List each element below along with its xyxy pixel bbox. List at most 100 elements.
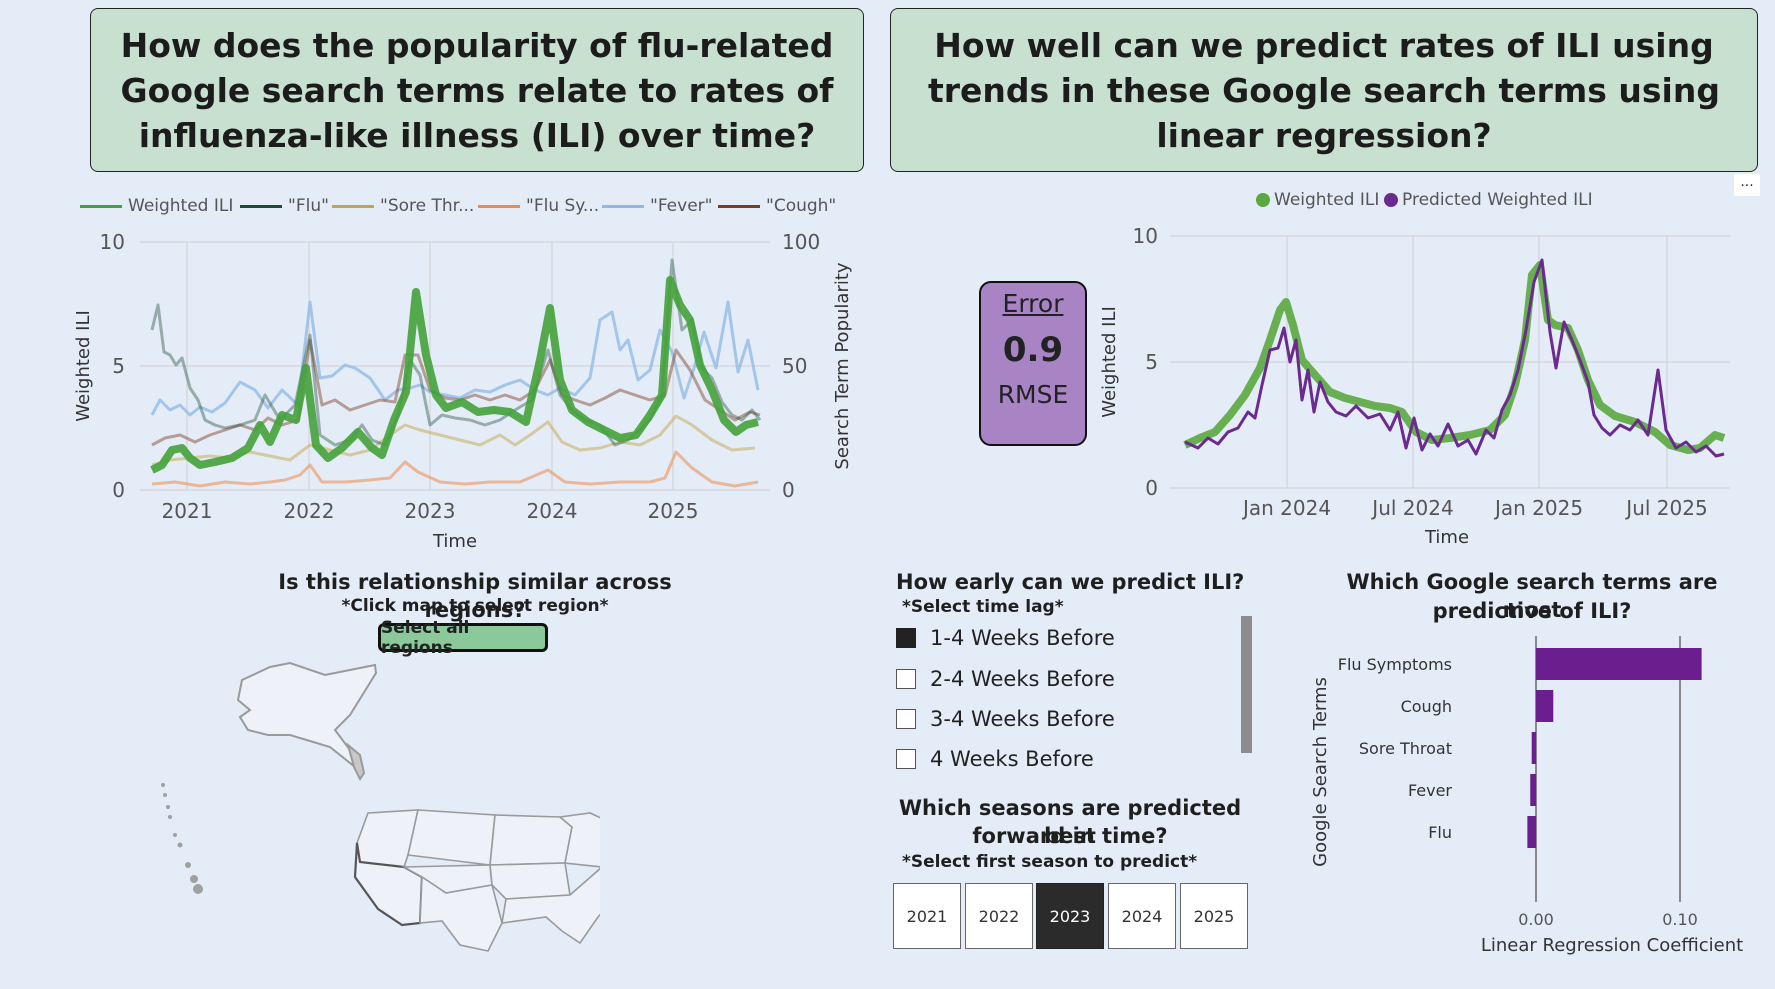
y-tick: 5 [1145,350,1158,374]
x-tick: Jul 2025 [1624,496,1707,520]
pred-ylabel: Weighted ILI [1099,306,1120,418]
season-title-line1: Which seasons are predicted best [898,796,1242,848]
right-tick: 50 [782,354,807,378]
more-options-icon[interactable]: ... [1734,174,1760,196]
x-tick: Jul 2024 [1370,496,1453,520]
checkbox-checked-icon[interactable] [896,628,916,648]
x-tick: 2023 [405,499,456,523]
legend-label: "Sore Thr... [380,196,475,216]
pred-legend-predicted[interactable]: Predicted Weighted ILI [1384,190,1593,210]
legend-line-icon [602,204,644,208]
error-card: Error 0.9 RMSE [979,281,1087,446]
region-title: Is this relationship similar across regi… [278,570,672,622]
region-midwest[interactable] [489,862,571,900]
region-west-north[interactable] [407,809,496,866]
series-sore-throat [151,414,756,467]
coefficient-chart[interactable]: 0.00 0.10 Linear Regression Coefficient … [1300,630,1775,960]
season-button-2025[interactable]: 2025 [1180,883,1248,949]
select-all-regions-button[interactable]: Select all regions [378,618,548,658]
coef-xlabel: Linear Regression Coefficient [1481,935,1743,956]
lag-option-2-4[interactable]: 2-4 Weeks Before [896,667,1115,691]
lag-option-label: 4 Weeks Before [930,747,1094,771]
season-instruction: *Select first season to predict* [902,852,1198,872]
checkbox-icon[interactable] [896,709,916,729]
coef-ylabel: Google Search Terms [1310,677,1331,867]
y-tick: 0 [1145,476,1158,500]
coef-bars: Flu Symptoms Cough Sore Throat Fever Flu [1338,648,1702,848]
error-unit: RMSE [997,380,1069,409]
lag-option-label: 3-4 Weeks Before [930,707,1115,731]
coef-bar-flu[interactable] [1527,816,1536,848]
legend-label: "Cough" [766,196,837,216]
error-value: 0.9 [1002,330,1064,370]
lag-scrollbar[interactable] [1241,616,1252,753]
left-tick: 10 [100,230,125,254]
x-tick: 2021 [162,499,213,523]
pred-xlabel: Time [1424,527,1469,548]
pred-legend-actual[interactable]: Weighted ILI [1256,190,1379,210]
lag-option-4[interactable]: 4 Weeks Before [896,747,1094,771]
series-actual [1183,261,1726,454]
season-title-line2: forward in time? [972,824,1168,848]
right-tick: 0 [782,478,795,502]
lag-instruction: *Select time lag* [902,597,1064,617]
legend-label: "Fever" [650,196,713,216]
legend-flu-symptoms[interactable]: "Flu Sy... [478,196,599,216]
coef-bar-flu-symptoms[interactable] [1536,648,1702,680]
legend-label: "Flu Sy... [526,196,600,216]
coef-category-label: Flu Symptoms [1338,655,1452,674]
prediction-chart[interactable]: 10 5 0 Jan 2024 Jul 2024 Jan 2025 Jul 20… [1090,220,1775,550]
error-title: Error [1002,289,1064,318]
coef-bar-fever[interactable] [1530,774,1536,806]
x-tick: Jan 2025 [1493,496,1583,520]
legend-cough[interactable]: "Cough" [718,196,836,216]
coef-category-label: Sore Throat [1359,739,1452,758]
alaska-panhandle [346,742,366,781]
x-tick: Jan 2024 [1241,496,1331,520]
coef-category-label: Fever [1408,781,1452,800]
legend-fever[interactable]: "Fever" [602,196,712,216]
season-button-2022[interactable]: 2022 [965,883,1033,949]
series-flu-symptoms [151,450,759,488]
coef-bar-cough[interactable] [1536,690,1554,722]
coef-category-label: Flu [1428,823,1452,842]
coef-bar-sore-throat[interactable] [1531,732,1536,764]
region-instruction: *Click map to select region* [341,596,609,616]
series-predicted [1184,258,1725,458]
legend-flu[interactable]: "Flu" [240,196,329,216]
legend-dot-icon [1384,193,1398,207]
x-tick: 2024 [527,499,578,523]
trends-xlabel: Time [432,531,477,552]
trends-ylabel-right: Search Term Popularity [832,262,853,469]
season-button-2021[interactable]: 2021 [893,883,961,949]
us-region-map[interactable] [150,655,600,955]
legend-sore-throat[interactable]: "Sore Thr... [332,196,474,216]
coef-title-line2: predictive of ILI? [1432,599,1632,623]
right-tick: 100 [782,230,820,254]
checkbox-icon[interactable] [896,749,916,769]
legend-line-icon [240,204,282,208]
region-southeast[interactable] [501,855,600,945]
legend-weighted-ili[interactable]: Weighted ILI [80,196,233,216]
region-great-lakes[interactable] [558,812,600,868]
region-south-central[interactable] [419,875,503,952]
question-box-right: How well can we predict rates of ILI usi… [890,8,1758,172]
legend-line-icon [80,204,122,208]
checkbox-icon[interactable] [896,669,916,689]
series-cough [151,338,761,447]
coef-x-tick: 0.00 [1518,910,1554,929]
hawaii-islands [161,783,203,894]
coef-category-label: Cough [1401,697,1452,716]
trends-chart[interactable]: 10 5 0 100 50 0 2021 2022 2023 2024 2025… [0,220,880,560]
legend-label: Weighted ILI [1274,190,1380,210]
lag-option-1-4[interactable]: 1-4 Weeks Before [896,626,1115,650]
lag-option-3-4[interactable]: 3-4 Weeks Before [896,707,1115,731]
lag-option-label: 2-4 Weeks Before [930,667,1115,691]
left-tick: 5 [112,354,125,378]
region-northwest[interactable] [356,809,420,868]
season-button-2024[interactable]: 2024 [1108,883,1176,949]
region-central-north[interactable] [489,814,573,866]
legend-label: Weighted ILI [128,196,234,216]
legend-line-icon [718,204,760,208]
season-button-2023[interactable]: 2023 [1036,883,1104,949]
